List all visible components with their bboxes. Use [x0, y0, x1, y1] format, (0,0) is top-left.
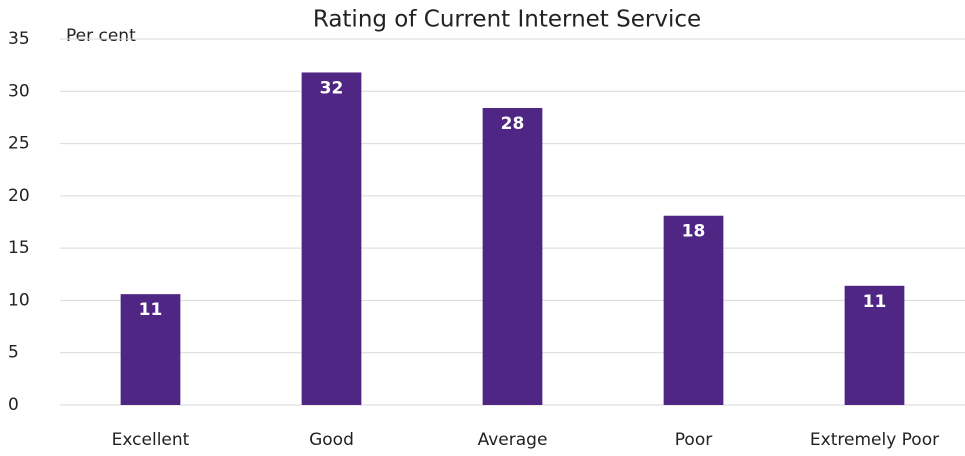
- x-tick-label: Poor: [675, 430, 712, 450]
- y-tick-label: 15: [8, 238, 30, 258]
- y-axis-label: Per cent: [66, 26, 136, 46]
- bar: [120, 294, 181, 405]
- y-tick-label: 25: [8, 134, 30, 154]
- x-tick-label: Good: [309, 430, 354, 450]
- data-label: 11: [139, 300, 163, 320]
- bar: [663, 215, 724, 405]
- y-tick-label: 0: [8, 395, 19, 415]
- bar: [301, 72, 362, 405]
- bar: [482, 108, 543, 405]
- x-tick-label: Excellent: [112, 430, 190, 450]
- bar: [844, 285, 905, 405]
- x-tick-label: Average: [478, 430, 548, 450]
- data-label: 32: [320, 78, 344, 98]
- y-tick-label: 35: [8, 29, 30, 49]
- data-label: 11: [863, 292, 887, 312]
- y-tick-label: 5: [8, 343, 19, 363]
- y-tick-label: 20: [8, 186, 30, 206]
- data-label: 28: [501, 114, 525, 134]
- x-tick-label: Extremely Poor: [810, 430, 939, 450]
- y-tick-label: 30: [8, 81, 30, 101]
- y-tick-label: 10: [8, 290, 30, 310]
- chart-title: Rating of Current Internet Service: [313, 7, 701, 33]
- data-label: 18: [682, 222, 706, 242]
